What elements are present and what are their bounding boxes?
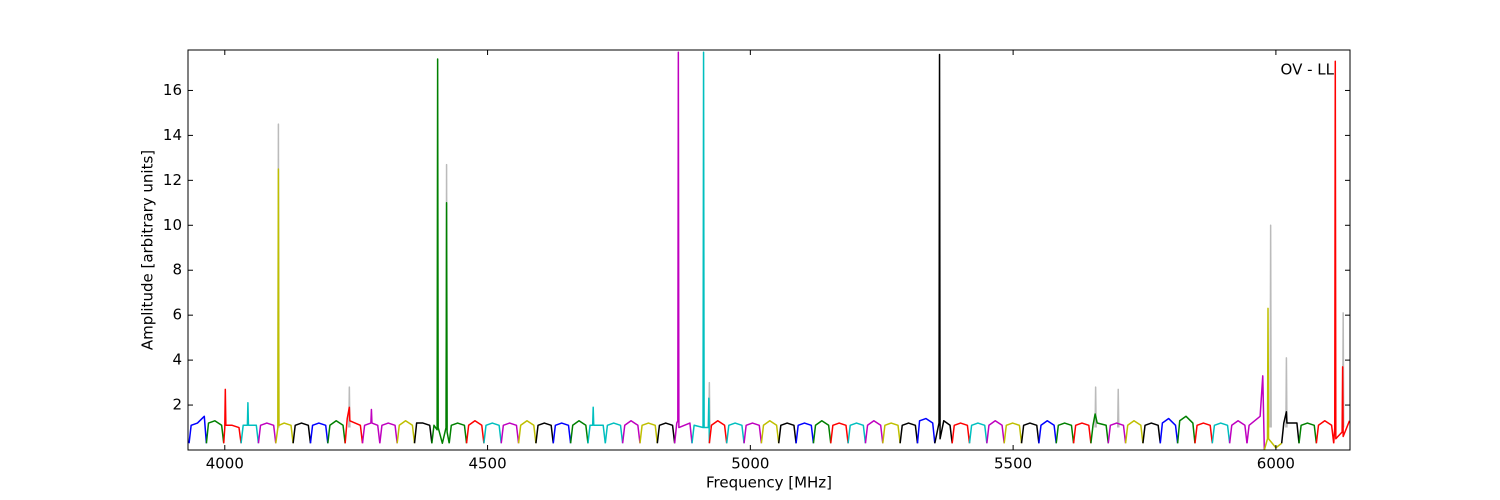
series-line <box>951 422 971 444</box>
series-line <box>986 420 1005 444</box>
series-line <box>639 422 659 444</box>
series-line <box>847 422 867 444</box>
series-line <box>188 415 208 444</box>
x-tick-label: 4500 <box>468 455 506 473</box>
plot-frame <box>187 49 1351 451</box>
series-line <box>1332 60 1350 444</box>
series-line <box>899 422 919 444</box>
series-line <box>257 422 277 444</box>
series-line <box>621 420 641 444</box>
series-line <box>431 58 450 445</box>
series-line <box>1176 415 1196 444</box>
y-tick-label: 8 <box>172 261 182 279</box>
x-axis-label: Frequency [MHz] <box>706 474 832 492</box>
series-line <box>413 422 433 444</box>
series-line <box>205 420 225 444</box>
series-line <box>812 420 832 444</box>
series-line <box>379 422 398 444</box>
series-line <box>725 422 745 444</box>
series-line <box>1055 422 1075 444</box>
series-line <box>483 422 502 444</box>
series-line <box>1315 420 1335 444</box>
x-tick-label: 4000 <box>206 455 244 473</box>
series-line <box>1142 422 1162 444</box>
series-line <box>1159 417 1179 444</box>
series-line <box>1280 411 1300 444</box>
series-line <box>777 422 797 444</box>
series-line <box>361 408 381 444</box>
series-line <box>1228 420 1248 444</box>
series-line <box>292 422 312 444</box>
series-line <box>968 422 988 444</box>
series-line <box>1263 307 1283 450</box>
series-line <box>1211 422 1231 444</box>
series-line <box>465 420 485 444</box>
series-line <box>1124 420 1144 444</box>
series-line <box>656 422 676 444</box>
y-tick-label: 6 <box>172 306 182 324</box>
plot-area <box>188 51 1350 450</box>
y-axis-label: Amplitude [arbitrary units] <box>139 150 157 350</box>
series-line <box>309 422 329 444</box>
series-line <box>708 420 728 444</box>
series-line <box>916 417 936 444</box>
series-line <box>587 406 607 444</box>
series-line <box>604 422 624 444</box>
series-line <box>1003 422 1023 444</box>
series-line <box>1107 422 1127 444</box>
y-tick-label: 10 <box>163 216 182 234</box>
series-line <box>344 406 364 444</box>
series-line <box>1298 422 1318 444</box>
series-line <box>1090 413 1109 444</box>
x-tick-label: 5000 <box>731 455 769 473</box>
series-line <box>760 420 780 444</box>
annotation: OV - LL <box>1281 61 1335 79</box>
series-line <box>743 422 763 444</box>
series-line <box>327 420 346 444</box>
series-line <box>864 420 884 444</box>
x-tick-label: 5500 <box>994 455 1032 473</box>
series-line <box>1194 422 1214 444</box>
series-line <box>691 51 711 444</box>
series-line <box>277 123 1345 428</box>
series-line <box>569 420 589 444</box>
y-tick-label: 4 <box>172 351 182 369</box>
series-line <box>934 53 953 444</box>
series-line <box>222 388 242 444</box>
series-line <box>882 422 901 444</box>
series-line <box>535 422 555 444</box>
series-line <box>517 420 537 444</box>
series-line <box>1038 420 1057 444</box>
series-line <box>552 422 572 444</box>
series-line <box>500 422 520 444</box>
y-tick-label: 16 <box>163 81 182 99</box>
series-line <box>1020 422 1040 444</box>
series-line <box>1072 422 1092 444</box>
y-tick-label: 12 <box>163 171 182 189</box>
series-line <box>396 420 416 444</box>
series-line <box>795 422 815 444</box>
series-line <box>673 51 693 444</box>
series-line <box>275 168 294 444</box>
axes: 4000 4500 5000 5500 6000 2 4 6 8 10 12 14 16 <box>163 50 1350 473</box>
series-line <box>830 422 849 444</box>
y-tick-label: 2 <box>172 396 182 414</box>
x-tick-label: 6000 <box>1257 455 1295 473</box>
series-line <box>448 422 468 444</box>
y-tick-label: 14 <box>163 126 182 144</box>
series-line <box>1246 375 1266 450</box>
series-line <box>240 402 260 444</box>
